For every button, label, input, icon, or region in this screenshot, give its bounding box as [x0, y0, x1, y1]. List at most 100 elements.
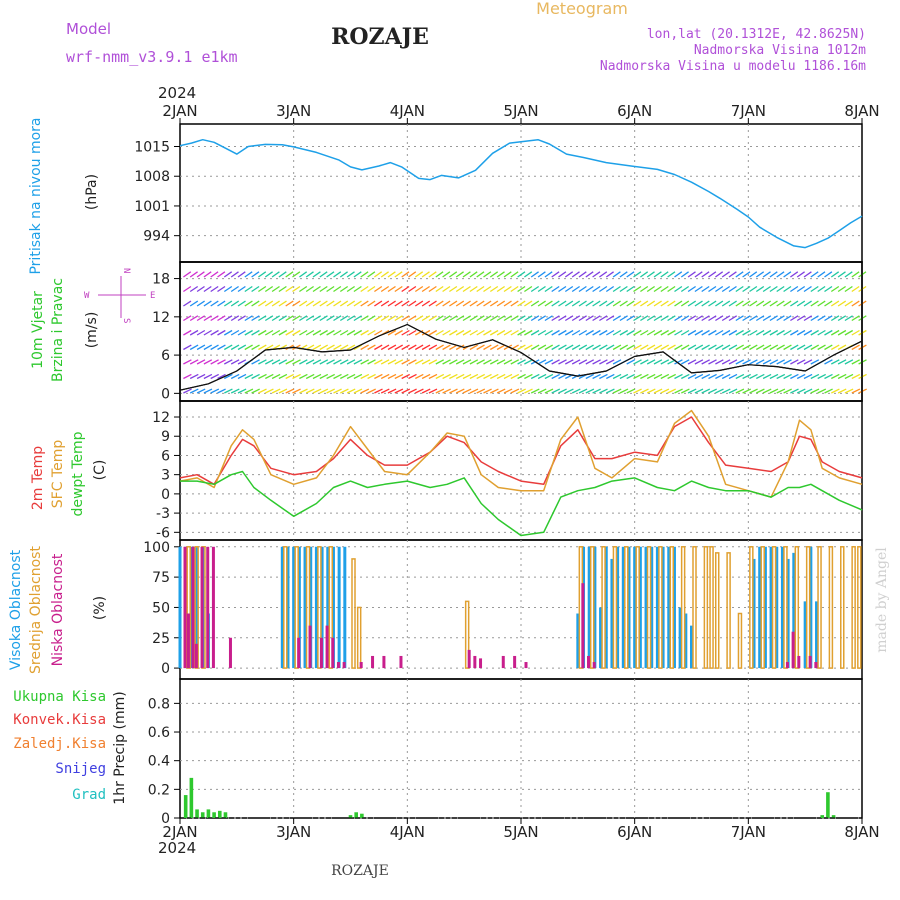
cloud-mid-bar — [737, 612, 743, 669]
wind-barb — [619, 315, 628, 322]
wind-barb — [633, 315, 642, 322]
wind-barb — [292, 388, 301, 394]
wind-barb — [701, 373, 711, 380]
wind-barb — [278, 300, 287, 307]
cloud-high-bar — [286, 546, 290, 669]
cloud-low-bar — [308, 625, 312, 669]
wind-barb — [435, 344, 444, 351]
cloud-high-bar — [599, 607, 603, 669]
precip-bar — [820, 815, 825, 818]
precip-panel: 0 0.2 0.4 0.6 0.8 — [148, 678, 863, 827]
wind-barb — [510, 285, 519, 293]
wind-barb — [660, 300, 669, 307]
wind-barb — [640, 344, 649, 351]
wind-barb — [223, 329, 233, 336]
wind-barb — [667, 329, 676, 336]
wind-barb — [367, 373, 376, 380]
cloud-low-bar — [200, 546, 204, 669]
wind-barb — [374, 373, 383, 380]
wind-barb — [339, 344, 349, 351]
cloud-high-bar — [690, 625, 693, 669]
wind-barb — [305, 315, 315, 322]
wind-barb — [674, 373, 683, 380]
wind-barb — [387, 329, 397, 336]
y-tick-label: -6 — [156, 525, 170, 541]
wind-barb — [715, 388, 724, 394]
wind-barb — [742, 315, 751, 322]
wind-barb — [374, 315, 383, 322]
wind-barb — [599, 315, 608, 322]
wind-barb — [196, 285, 205, 293]
wind-barb — [483, 271, 492, 278]
cloud-low-bar — [814, 662, 818, 669]
wind-barb — [346, 388, 356, 394]
wind-barb — [694, 300, 703, 307]
wind-barb — [551, 300, 560, 307]
wind-barb — [346, 344, 356, 351]
wind-barb — [537, 329, 547, 336]
wind-barb — [605, 300, 615, 307]
y-tick-label: 1015 — [134, 140, 170, 156]
bottom-time-ticks: 2JAN 3JAN 4JAN 5JAN 6JAN 7JAN 8JAN — [162, 818, 880, 841]
wind-barb — [558, 388, 567, 394]
wind-barb — [489, 285, 499, 293]
precip-bar — [223, 812, 228, 818]
wind-barb — [551, 344, 560, 351]
wind-barb — [210, 373, 219, 380]
wind-barb — [503, 344, 513, 351]
wind-barb — [578, 329, 588, 336]
wind-barb — [223, 300, 233, 307]
wind-barb — [721, 329, 731, 336]
wind-barb — [524, 285, 533, 293]
wind-barb — [449, 373, 458, 380]
wind-barb — [217, 388, 226, 394]
wind-barb — [183, 271, 192, 278]
wind-barb — [367, 344, 376, 351]
wind-barb — [292, 373, 301, 380]
wind-barb — [851, 373, 861, 380]
wind-barb — [537, 271, 546, 278]
wind-barb — [483, 285, 492, 293]
wind-barb — [776, 300, 785, 307]
wind-dir-e: E — [150, 291, 155, 301]
year-top: 2024 — [158, 84, 196, 102]
wind-barb — [851, 359, 861, 365]
cloud-mid-bar — [794, 546, 800, 669]
wind-barb — [442, 388, 451, 394]
wind-barb — [605, 315, 615, 322]
wind-barb — [203, 315, 212, 322]
wind-barb — [742, 373, 751, 380]
y-tick-label: 100 — [143, 540, 170, 556]
cloud-mid-bar — [771, 546, 777, 669]
wind-barb — [360, 373, 370, 380]
y-tick-label: 1008 — [134, 169, 170, 185]
wind-barb — [769, 344, 779, 351]
wind-barb — [489, 271, 499, 278]
wind-barb — [524, 344, 533, 351]
wind-barb — [558, 373, 567, 380]
wind-barb — [183, 373, 192, 380]
wind-barb — [401, 315, 410, 322]
wind-barb — [755, 315, 765, 322]
wind-barb — [851, 344, 860, 351]
wind-barb — [258, 285, 267, 293]
cloud-high-bar — [661, 546, 665, 669]
wind-barb — [633, 359, 642, 365]
cloud-mid-bar — [680, 546, 686, 669]
wind-barb — [537, 315, 547, 322]
wind-barb — [674, 329, 683, 336]
wind-barb — [653, 300, 662, 307]
wind-barb — [830, 329, 840, 336]
wind-barb — [687, 300, 697, 307]
wind-barb — [735, 344, 745, 351]
wind-barb — [237, 373, 247, 380]
wind-barb — [333, 359, 342, 365]
wind-barb — [803, 359, 813, 365]
wind-barb — [271, 300, 280, 307]
wind-barb — [585, 271, 594, 278]
wind-barb — [455, 285, 465, 293]
wind-barb — [640, 300, 649, 307]
wind-barb — [408, 344, 417, 351]
wind-barb — [285, 359, 295, 365]
wind-barb — [210, 300, 219, 307]
